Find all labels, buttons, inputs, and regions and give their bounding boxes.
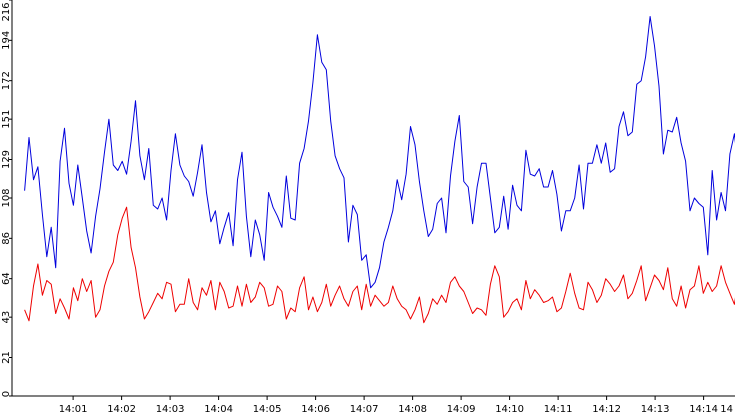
y-tick-label: 86	[1, 232, 12, 245]
x-tick-label: 14:11	[544, 404, 573, 415]
x-tick-label: 14:09	[447, 404, 476, 415]
x-tick-label: 14:14	[689, 404, 718, 415]
y-tick-label: 151	[1, 110, 12, 129]
series-layer	[24, 16, 735, 324]
y-tick-label: 21	[1, 351, 12, 364]
y-tick-label: 0	[1, 391, 12, 397]
x-tick-label: 14:04	[204, 404, 233, 415]
series-line-2	[24, 206, 735, 324]
y-tick-label: 194	[1, 31, 12, 50]
y-tick-label: 43	[1, 311, 12, 324]
x-tick-label: 14	[720, 404, 733, 415]
x-tick-label: 14:06	[301, 404, 330, 415]
series-line-1	[24, 16, 735, 289]
x-tick-label: 14:07	[350, 404, 379, 415]
x-tick-label: 14:12	[592, 404, 621, 415]
x-tick-label: 14:02	[107, 404, 136, 415]
x-tick-label: 14:03	[156, 404, 185, 415]
x-axis-ticks: 14:01 14:02 14:03 14:04 14:05 14:06 14:07 14:08…	[59, 396, 733, 415]
x-tick-label: 14:05	[253, 404, 282, 415]
x-tick-label: 14:13	[641, 404, 670, 415]
y-tick-label: 108	[1, 188, 12, 207]
x-tick-label: 14:08	[398, 404, 427, 415]
y-tick-label: 172	[1, 71, 12, 90]
x-tick-label: 14:01	[59, 404, 88, 415]
y-axis-ticks: 0 21 43 64 86 108 129 151 172 194 216	[1, 0, 12, 397]
y-tick-label: 216	[1, 2, 12, 21]
y-tick-label: 64	[1, 272, 12, 285]
y-tick-label: 129	[1, 150, 12, 169]
x-tick-label: 14:10	[495, 404, 524, 415]
